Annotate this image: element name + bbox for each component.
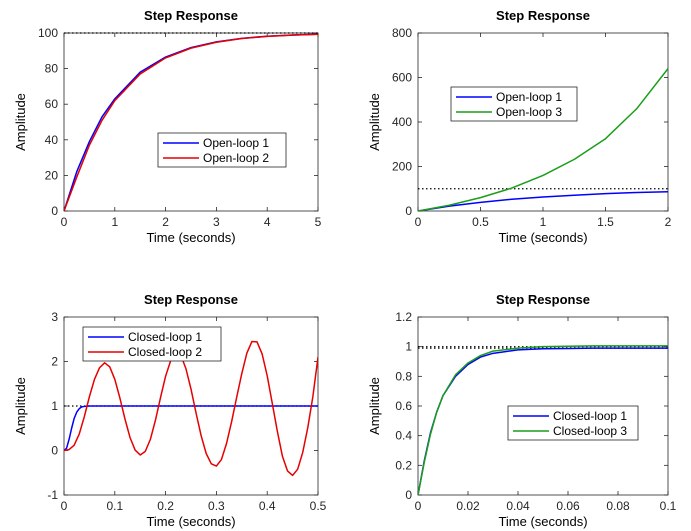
legend-box (450, 86, 578, 122)
y-tick-label: 1 (405, 340, 412, 354)
legend-label: Closed-loop 1 (128, 330, 202, 344)
y-tick-label: 0 (405, 204, 412, 218)
y-tick-label: 20 (45, 168, 59, 182)
y-tick-label: 60 (45, 97, 59, 111)
x-tick-label: 0.06 (556, 499, 580, 513)
y-tick-label: 800 (392, 26, 412, 40)
y-axis-label: Amplitude (13, 377, 28, 435)
x-tick-label: 0 (61, 215, 68, 229)
y-tick-label: 1.2 (395, 310, 412, 324)
x-tick-label: 4 (264, 215, 271, 229)
y-tick-label: 40 (45, 133, 59, 147)
y-tick-label: 0.8 (395, 369, 412, 383)
y-tick-label: 80 (45, 62, 59, 76)
y-axis-label: Amplitude (367, 93, 382, 151)
axes-box (63, 32, 319, 212)
x-tick-label: 0.04 (506, 499, 530, 513)
legend-label: Open-loop 1 (203, 136, 269, 150)
y-tick-label: 200 (392, 160, 412, 174)
x-tick-label: 2 (162, 215, 169, 229)
x-axis-label: Time (seconds) (498, 230, 587, 245)
y-tick-label: 0 (51, 444, 58, 458)
y-tick-label: 0.4 (395, 429, 412, 443)
x-tick-label: 0.5 (472, 215, 489, 229)
x-tick-label: 0.1 (106, 499, 123, 513)
legend-box (82, 326, 222, 362)
series-line (64, 405, 318, 452)
x-tick-label: 1 (540, 215, 547, 229)
chart-title: Step Response (496, 8, 590, 23)
y-tick-label: 0.6 (395, 399, 412, 413)
y-tick-label: 100 (38, 26, 58, 40)
y-tick-label: 2 (51, 355, 58, 369)
y-tick-label: -1 (47, 488, 58, 502)
chart-panel-1: 0 1 2 3 4 5 0 20 40 60 80 100 Step Response Time (sec… (13, 8, 322, 245)
series-line (418, 68, 668, 211)
legend-label: Open-loop 2 (203, 151, 269, 165)
x-tick-label: 5 (315, 215, 322, 229)
legend-label: Closed-loop 2 (128, 345, 202, 359)
x-axis-label: Time (seconds) (146, 230, 235, 245)
legend-label: Closed-loop 1 (553, 409, 627, 423)
series-line (64, 33, 318, 211)
y-axis-label: Amplitude (367, 377, 382, 435)
x-axis-label: Time (seconds) (498, 514, 587, 529)
chart-title: Step Response (144, 8, 238, 23)
x-tick-label: 0 (61, 499, 68, 513)
y-tick-label: 1 (51, 399, 58, 413)
y-tick-label: 400 (392, 115, 412, 129)
x-tick-label: 3 (213, 215, 220, 229)
chart-title: Step Response (144, 292, 238, 307)
chart-title: Step Response (496, 292, 590, 307)
axes-box (417, 32, 669, 212)
x-tick-label: 0.4 (259, 499, 276, 513)
legend-label: Closed-loop 3 (553, 424, 627, 438)
legend-box (507, 405, 639, 441)
y-tick-label: 0.2 (395, 458, 412, 472)
series-line (418, 191, 668, 211)
series-line (64, 340, 318, 477)
x-axis-label: Time (seconds) (146, 514, 235, 529)
legend-label: Open-loop 1 (496, 90, 562, 104)
chart-panel-4: 0 0.02 0.04 0.06 0.08 0.1 0 0.2 0.4 0.6 0.8 1 1.2 Ste… (367, 292, 677, 529)
y-tick-label: 0 (405, 488, 412, 502)
x-tick-label: 0.08 (606, 499, 630, 513)
x-tick-label: 0.5 (310, 499, 327, 513)
x-tick-label: 0.2 (157, 499, 174, 513)
x-tick-label: 0.02 (456, 499, 480, 513)
x-tick-label: 0.1 (660, 499, 677, 513)
y-tick-label: 3 (51, 310, 58, 324)
x-tick-label: 2 (665, 215, 672, 229)
x-tick-label: 0.3 (208, 499, 225, 513)
y-tick-label: 0 (51, 204, 58, 218)
x-tick-label: 0 (415, 215, 422, 229)
chart-panel-2: 0 0.5 1 1.5 2 0 200 400 600 800 Step Response Time … (367, 8, 672, 245)
y-tick-label: 600 (392, 71, 412, 85)
y-axis-label: Amplitude (13, 93, 28, 151)
series-line (418, 345, 668, 495)
x-tick-label: 1 (111, 215, 118, 229)
x-tick-label: 0 (415, 499, 422, 513)
legend-box (157, 132, 287, 168)
x-tick-label: 1.5 (597, 215, 614, 229)
legend-label: Open-loop 3 (496, 105, 562, 119)
